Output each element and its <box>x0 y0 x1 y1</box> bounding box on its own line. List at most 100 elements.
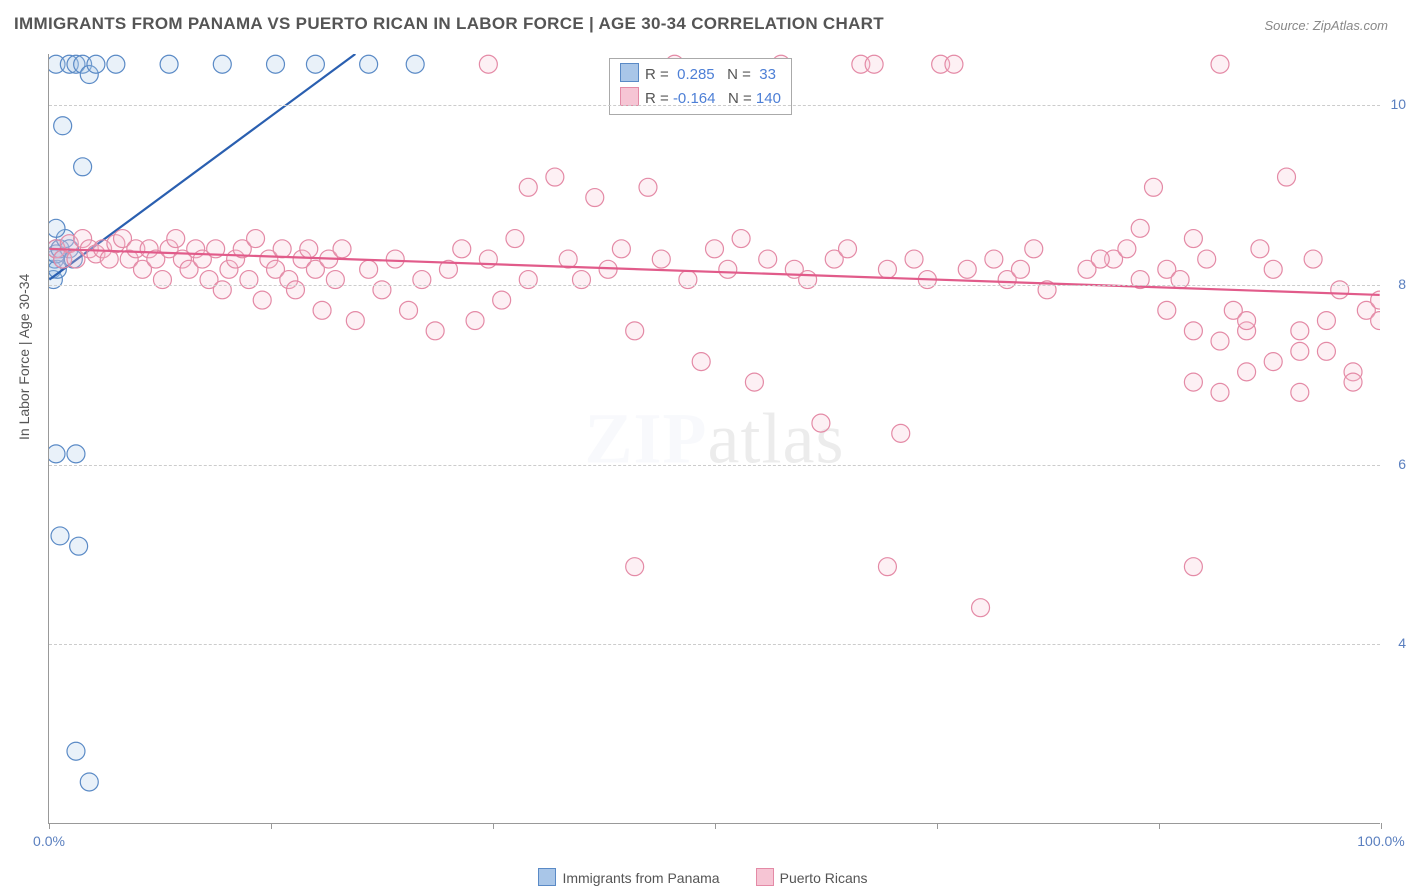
data-point <box>107 55 125 73</box>
data-point <box>273 240 291 258</box>
data-point <box>333 240 351 258</box>
data-point <box>1158 301 1176 319</box>
data-point <box>1211 332 1229 350</box>
chart-svg <box>49 54 1380 823</box>
data-point <box>67 445 85 463</box>
chart-plot-area: ZIPatlas R = 0.285 N = 33R = -0.164 N = … <box>48 54 1380 824</box>
data-point <box>652 250 670 268</box>
data-point <box>1371 312 1380 330</box>
data-point <box>49 219 65 237</box>
data-point <box>1198 250 1216 268</box>
data-point <box>1291 322 1309 340</box>
data-point <box>306 260 324 278</box>
data-point <box>60 240 78 258</box>
gridline <box>49 285 1380 286</box>
data-point <box>719 260 737 278</box>
data-point <box>932 55 950 73</box>
data-point <box>639 178 657 196</box>
data-point <box>87 55 105 73</box>
y-tick-label: 47.5% <box>1386 635 1406 651</box>
data-point <box>94 240 112 258</box>
data-point <box>466 312 484 330</box>
y-tick-label: 65.0% <box>1386 456 1406 472</box>
data-point <box>985 250 1003 268</box>
data-point <box>439 260 457 278</box>
data-point <box>972 599 990 617</box>
data-point <box>1331 281 1349 299</box>
data-point <box>626 322 644 340</box>
data-point <box>300 240 318 258</box>
data-point <box>87 245 105 263</box>
data-point <box>785 260 803 278</box>
data-point <box>360 260 378 278</box>
data-point <box>360 55 378 73</box>
y-axis-label: In Labor Force | Age 30-34 <box>16 274 32 440</box>
data-point <box>107 235 125 253</box>
data-point <box>213 55 231 73</box>
legend-item: Immigrants from Panama <box>538 868 719 886</box>
data-point <box>1344 373 1362 391</box>
data-point <box>1278 168 1296 186</box>
chart-title: IMMIGRANTS FROM PANAMA VS PUERTO RICAN I… <box>14 14 884 34</box>
data-point <box>220 260 238 278</box>
data-point <box>839 240 857 258</box>
watermark: ZIPatlas <box>585 397 845 480</box>
data-point <box>306 55 324 73</box>
x-tick-mark <box>937 823 938 829</box>
data-point <box>120 250 138 268</box>
stats-row: R = -0.164 N = 140 <box>620 87 781 111</box>
data-point <box>1184 373 1202 391</box>
data-point <box>1291 383 1309 401</box>
data-point <box>1145 178 1163 196</box>
data-point <box>732 230 750 248</box>
data-point <box>49 245 65 263</box>
data-point <box>759 250 777 268</box>
gridline <box>49 465 1380 466</box>
data-point <box>147 250 165 268</box>
data-point <box>1184 230 1202 248</box>
data-point <box>346 312 364 330</box>
data-point <box>160 240 178 258</box>
y-tick-label: 82.5% <box>1386 276 1406 292</box>
data-point <box>213 281 231 299</box>
x-tick-mark <box>715 823 716 829</box>
data-point <box>493 291 511 309</box>
data-point <box>1224 301 1242 319</box>
data-point <box>49 260 66 278</box>
data-point <box>1105 250 1123 268</box>
data-point <box>49 445 65 463</box>
data-point <box>1078 260 1096 278</box>
data-point <box>406 55 424 73</box>
data-point <box>313 301 331 319</box>
data-point <box>49 240 65 258</box>
data-point <box>1357 301 1375 319</box>
data-point <box>80 240 98 258</box>
data-point <box>905 250 923 268</box>
data-point <box>233 240 251 258</box>
data-point <box>706 240 724 258</box>
stats-row: R = 0.285 N = 33 <box>620 63 781 87</box>
data-point <box>373 281 391 299</box>
data-point <box>1291 342 1309 360</box>
data-point <box>612 240 630 258</box>
x-tick-mark <box>271 823 272 829</box>
data-point <box>293 250 311 268</box>
data-point <box>1091 250 1109 268</box>
data-point <box>70 537 88 555</box>
data-point <box>945 55 963 73</box>
data-point <box>958 260 976 278</box>
data-point <box>54 117 72 135</box>
data-point <box>80 66 98 84</box>
data-point <box>60 235 78 253</box>
data-point <box>54 250 72 268</box>
data-point <box>1238 322 1256 340</box>
data-point <box>586 189 604 207</box>
data-point <box>506 230 524 248</box>
data-point <box>426 322 444 340</box>
data-point <box>1251 240 1269 258</box>
data-point <box>100 250 118 268</box>
data-point <box>127 240 145 258</box>
data-point <box>180 260 198 278</box>
x-tick-mark <box>1381 823 1382 829</box>
x-tick-mark <box>493 823 494 829</box>
